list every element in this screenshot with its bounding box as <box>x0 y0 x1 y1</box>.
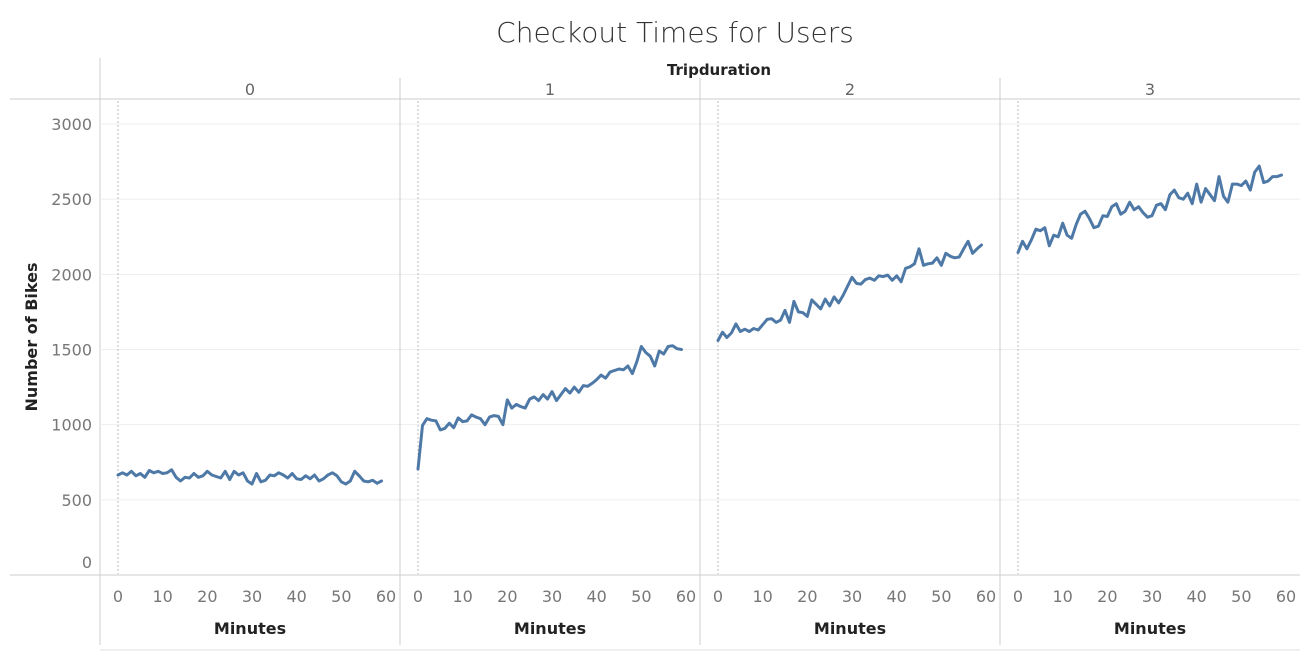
x-tick-label: 60 <box>1276 587 1296 606</box>
x-tick-label: 20 <box>197 587 217 606</box>
x-tick-label: 0 <box>1013 587 1023 606</box>
x-tick-label: 10 <box>1052 587 1072 606</box>
y-tick-label: 1000 <box>51 416 92 435</box>
series-line-0 <box>116 468 383 486</box>
series-line-2 <box>716 239 983 342</box>
y-axis-title: Number of Bikes <box>22 262 41 411</box>
x-tick-label: 50 <box>1231 587 1251 606</box>
x-tick-label: 30 <box>242 587 262 606</box>
series-line-1 <box>416 344 683 471</box>
panel-header-label: 1 <box>545 80 555 99</box>
x-tick-label: 40 <box>886 587 906 606</box>
series-line-3 <box>1016 164 1283 254</box>
x-tick-label: 20 <box>1097 587 1117 606</box>
x-axis-title: Minutes <box>214 619 286 638</box>
x-tick-label: 20 <box>797 587 817 606</box>
x-tick-label: 10 <box>152 587 172 606</box>
x-tick-label: 30 <box>1142 587 1162 606</box>
x-tick-label: 0 <box>413 587 423 606</box>
x-axis-title: Minutes <box>1114 619 1186 638</box>
y-tick-label: 2000 <box>51 265 92 284</box>
panel-header-label: 3 <box>1145 80 1155 99</box>
chart-frame <box>10 58 1300 651</box>
facet-title: Tripduration <box>667 61 771 79</box>
x-axis-title: Minutes <box>514 619 586 638</box>
chart-title: Checkout Times for Users <box>496 16 854 49</box>
x-tick-label: 40 <box>1186 587 1206 606</box>
y-tick-label: 0 <box>82 553 92 572</box>
x-tick-label: 50 <box>631 587 651 606</box>
x-axis-title: Minutes <box>814 619 886 638</box>
x-tick-label: 40 <box>286 587 306 606</box>
y-tick-label: 500 <box>61 491 92 510</box>
x-tick-label: 10 <box>752 587 772 606</box>
x-tick-label: 50 <box>331 587 351 606</box>
facet-panel-0: 0 0 10 20 30 40 50 60 Minutes <box>113 80 396 638</box>
x-tick-label: 0 <box>713 587 723 606</box>
panel-header-label: 2 <box>845 80 855 99</box>
x-tick-label: 0 <box>113 587 123 606</box>
panel-header-label: 0 <box>245 80 255 99</box>
x-tick-label: 30 <box>542 587 562 606</box>
y-tick-label: 3000 <box>51 115 92 134</box>
x-tick-label: 30 <box>842 587 862 606</box>
x-tick-label: 20 <box>497 587 517 606</box>
x-tick-label: 50 <box>931 587 951 606</box>
x-tick-label: 10 <box>452 587 472 606</box>
x-tick-label: 60 <box>376 587 396 606</box>
x-tick-label: 40 <box>586 587 606 606</box>
y-axis: 0 500 1000 1500 2000 2500 3000 <box>51 115 92 572</box>
x-tick-label: 60 <box>976 587 996 606</box>
y-tick-label: 1500 <box>51 341 92 360</box>
x-tick-label: 60 <box>676 587 696 606</box>
y-tick-label: 2500 <box>51 190 92 209</box>
